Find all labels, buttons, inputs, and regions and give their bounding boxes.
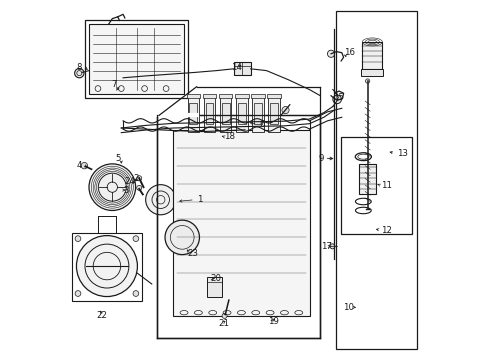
Text: 22: 22 bbox=[96, 311, 107, 320]
Bar bbox=[252, 96, 264, 132]
Circle shape bbox=[89, 164, 136, 211]
Text: 4: 4 bbox=[76, 161, 82, 170]
Bar bbox=[269, 96, 280, 132]
Text: 14: 14 bbox=[231, 63, 242, 72]
Text: 10: 10 bbox=[343, 303, 354, 312]
Bar bbox=[221, 103, 230, 125]
Bar bbox=[85, 21, 188, 98]
Circle shape bbox=[133, 291, 139, 296]
Text: 18: 18 bbox=[224, 132, 235, 141]
Text: 15: 15 bbox=[334, 93, 344, 102]
Text: 23: 23 bbox=[188, 249, 198, 258]
Bar bbox=[187, 94, 200, 98]
Bar bbox=[234, 62, 251, 75]
Bar bbox=[238, 103, 245, 125]
Bar bbox=[254, 103, 262, 125]
Circle shape bbox=[137, 185, 142, 190]
Bar bbox=[219, 94, 232, 98]
Circle shape bbox=[330, 244, 335, 249]
Text: 19: 19 bbox=[268, 317, 278, 326]
Bar bbox=[267, 94, 281, 98]
Text: 1: 1 bbox=[197, 195, 203, 204]
Bar bbox=[207, 277, 222, 297]
Bar bbox=[157, 116, 320, 338]
Circle shape bbox=[327, 50, 335, 57]
Text: 8: 8 bbox=[76, 63, 82, 72]
Text: 5: 5 bbox=[115, 154, 121, 163]
Circle shape bbox=[146, 185, 176, 215]
Text: 16: 16 bbox=[344, 48, 355, 57]
Circle shape bbox=[366, 79, 370, 83]
Text: 6: 6 bbox=[260, 120, 265, 129]
Bar bbox=[89, 24, 184, 94]
Bar bbox=[205, 103, 214, 125]
Text: 3: 3 bbox=[123, 185, 129, 194]
Circle shape bbox=[74, 68, 84, 78]
Bar bbox=[204, 96, 215, 132]
Bar bbox=[359, 164, 376, 194]
Bar bbox=[235, 94, 248, 98]
Bar bbox=[251, 94, 265, 98]
Bar bbox=[203, 94, 216, 98]
Circle shape bbox=[76, 235, 137, 297]
Bar bbox=[190, 103, 197, 125]
Bar bbox=[236, 96, 247, 132]
Circle shape bbox=[282, 107, 289, 114]
Text: 20: 20 bbox=[210, 274, 221, 283]
Bar bbox=[341, 137, 413, 234]
Text: 2: 2 bbox=[133, 174, 138, 183]
Text: 17: 17 bbox=[320, 242, 332, 251]
Circle shape bbox=[137, 176, 142, 181]
Circle shape bbox=[333, 95, 342, 104]
Circle shape bbox=[75, 236, 81, 242]
Text: 7: 7 bbox=[111, 81, 117, 90]
Circle shape bbox=[222, 314, 227, 319]
Text: 21: 21 bbox=[218, 319, 229, 328]
Bar bbox=[173, 130, 310, 316]
Circle shape bbox=[75, 291, 81, 296]
Bar bbox=[362, 42, 382, 69]
Bar bbox=[270, 103, 278, 125]
Circle shape bbox=[133, 236, 139, 242]
Text: 12: 12 bbox=[382, 226, 392, 235]
Text: 11: 11 bbox=[382, 181, 392, 190]
Text: 13: 13 bbox=[396, 149, 408, 158]
Text: 24: 24 bbox=[125, 177, 136, 186]
Bar bbox=[361, 69, 383, 76]
Bar bbox=[72, 233, 142, 301]
Bar bbox=[188, 96, 199, 132]
Circle shape bbox=[165, 220, 199, 255]
Bar bbox=[337, 12, 417, 348]
Circle shape bbox=[81, 162, 88, 169]
Bar bbox=[220, 96, 231, 132]
Text: 9: 9 bbox=[318, 154, 324, 163]
